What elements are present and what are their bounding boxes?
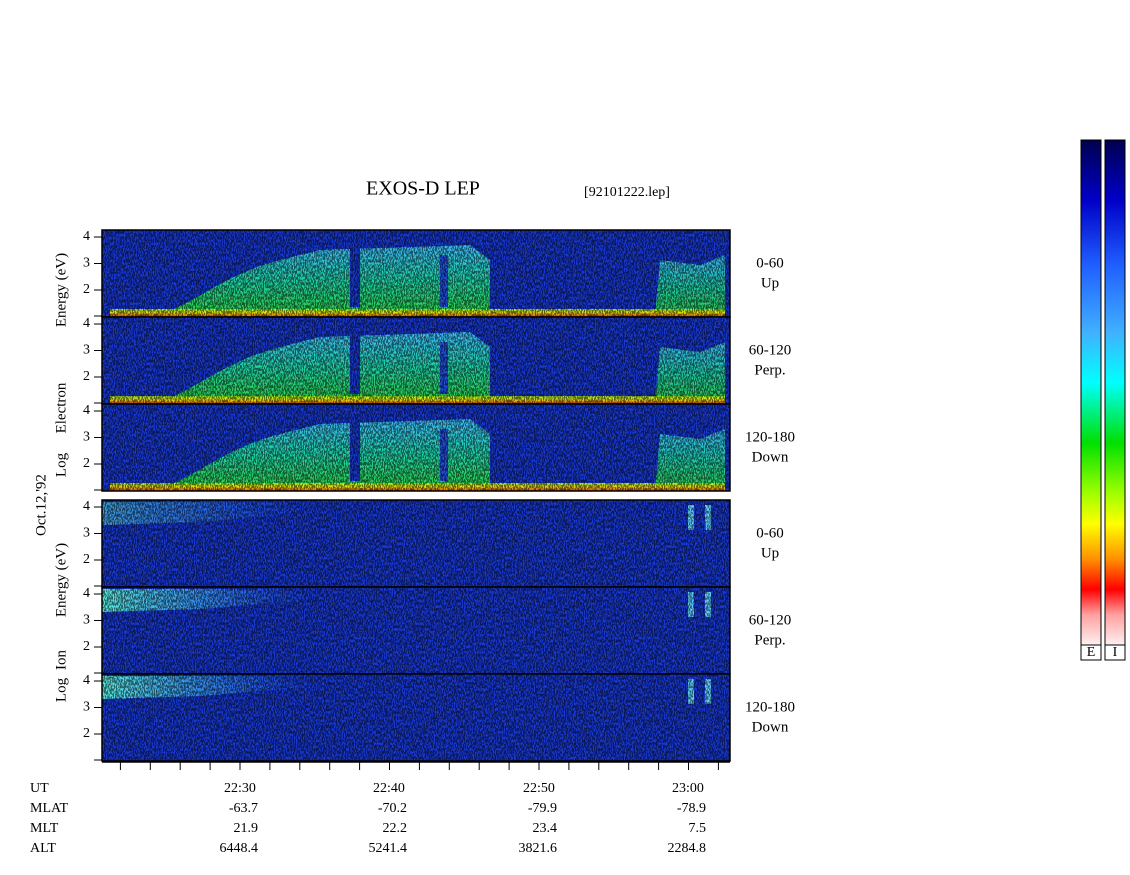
spectrogram-panel: 4 3 2 60-120 Perp. bbox=[83, 586, 792, 675]
panels: Log Electron Energy (eV) 4 3 2 0-60 Up 4 3 2 60-120… bbox=[53, 229, 795, 762]
pitch-angle-label: 120-180 bbox=[745, 429, 795, 445]
colorbar-label: E bbox=[1087, 645, 1096, 660]
ephemeris-name: MLAT bbox=[30, 801, 69, 816]
ephemeris-value: 7.5 bbox=[689, 821, 707, 836]
x-tick-label: 23:00 bbox=[672, 781, 704, 796]
y-tick-label: 4 bbox=[83, 403, 90, 418]
spectrogram-panel: 4 3 2 60-120 Perp. bbox=[83, 316, 792, 405]
pitch-angle-label: 60-120 bbox=[749, 342, 792, 358]
y-tick-label: 4 bbox=[83, 586, 90, 601]
file-name: [92101222.lep] bbox=[584, 185, 670, 200]
axis-label: Energy (eV) bbox=[53, 253, 69, 327]
speckle bbox=[102, 404, 730, 491]
pitch-angle-label: 0-60 bbox=[756, 255, 784, 271]
speckle bbox=[102, 674, 730, 761]
axis-label: Log bbox=[53, 677, 69, 702]
speckle bbox=[102, 230, 730, 317]
ephemeris-name: UT bbox=[30, 781, 49, 796]
date-label: Oct.12,'92 bbox=[33, 474, 49, 536]
spectrogram-panel: 4 3 2 0-60 Up bbox=[83, 499, 784, 588]
y-tick-label: 2 bbox=[83, 456, 90, 471]
axis-label: Energy (eV) bbox=[53, 543, 69, 617]
ephemeris: UT MLAT -63.7 -70.2 -79.9 -78.9 MLT 21.9 22.2 23.… bbox=[30, 781, 706, 856]
colorbar bbox=[1104, 139, 1126, 646]
x-tick-label: 22:40 bbox=[373, 781, 405, 796]
x-tick-label: 22:50 bbox=[523, 781, 555, 796]
speckle bbox=[102, 317, 730, 404]
ephemeris-value: 2284.8 bbox=[668, 841, 707, 856]
pitch-angle-label: 60-120 bbox=[749, 612, 792, 628]
ephemeris-value: -79.9 bbox=[528, 801, 557, 816]
ephemeris-value: 3821.6 bbox=[519, 841, 558, 856]
y-tick-label: 4 bbox=[83, 316, 90, 331]
ephemeris-value: 21.9 bbox=[234, 821, 259, 836]
y-tick-label: 2 bbox=[83, 369, 90, 384]
colorbar-label: I bbox=[1113, 645, 1118, 660]
y-tick-label: 2 bbox=[83, 639, 90, 654]
spectrogram-panel: 4 3 2 0-60 Up bbox=[83, 229, 784, 318]
y-tick-label: 3 bbox=[83, 343, 90, 358]
direction-label: Down bbox=[752, 719, 789, 735]
ephemeris-name: ALT bbox=[30, 841, 56, 856]
y-tick-label: 2 bbox=[83, 552, 90, 567]
colorbar-label-box bbox=[1104, 644, 1126, 661]
speckle bbox=[102, 500, 730, 587]
direction-label: Perp. bbox=[754, 362, 785, 378]
y-tick-label: 3 bbox=[83, 430, 90, 445]
spectrogram-panel: 4 3 2 120-180 Down bbox=[83, 673, 795, 762]
ephemeris-value: -70.2 bbox=[378, 801, 407, 816]
y-tick-label: 2 bbox=[83, 726, 90, 741]
ephemeris-value: 6448.4 bbox=[220, 841, 259, 856]
speckle bbox=[102, 587, 730, 674]
direction-label: Up bbox=[761, 545, 779, 561]
x-ticks: 22:30 22:40 22:50 23:00 bbox=[119, 762, 719, 796]
spectrogram-panel: 4 3 2 120-180 Down bbox=[83, 403, 795, 492]
pitch-angle-label: 120-180 bbox=[745, 699, 795, 715]
y-tick-label: 4 bbox=[83, 229, 90, 244]
pitch-angle-label: 0-60 bbox=[756, 525, 784, 541]
ephemeris-value: -63.7 bbox=[229, 801, 258, 816]
ephemeris-name: MLT bbox=[30, 821, 59, 836]
axis-label: Ion bbox=[53, 650, 69, 670]
ephemeris-value: -78.9 bbox=[677, 801, 706, 816]
direction-label: Up bbox=[761, 275, 779, 291]
y-tick-label: 4 bbox=[83, 499, 90, 514]
x-tick-label: 22:30 bbox=[224, 781, 256, 796]
y-tick-label: 3 bbox=[83, 526, 90, 541]
y-tick-label: 3 bbox=[83, 700, 90, 715]
ephemeris-value: 5241.4 bbox=[369, 841, 408, 856]
direction-label: Perp. bbox=[754, 632, 785, 648]
axis-label: Log bbox=[53, 452, 69, 477]
ephemeris-value: 23.4 bbox=[533, 821, 558, 836]
colorbar bbox=[1080, 139, 1102, 646]
ephemeris-value: 22.2 bbox=[383, 821, 408, 836]
y-tick-label: 2 bbox=[83, 282, 90, 297]
title: EXOS-D LEP bbox=[366, 178, 480, 200]
y-tick-label: 3 bbox=[83, 256, 90, 271]
y-tick-label: 3 bbox=[83, 613, 90, 628]
colorbar-label-box bbox=[1080, 644, 1102, 661]
direction-label: Down bbox=[752, 449, 789, 465]
panel-frame bbox=[101, 673, 731, 762]
y-tick-label: 4 bbox=[83, 673, 90, 688]
panel-frame bbox=[101, 403, 731, 492]
axis-label: Electron bbox=[53, 382, 69, 433]
